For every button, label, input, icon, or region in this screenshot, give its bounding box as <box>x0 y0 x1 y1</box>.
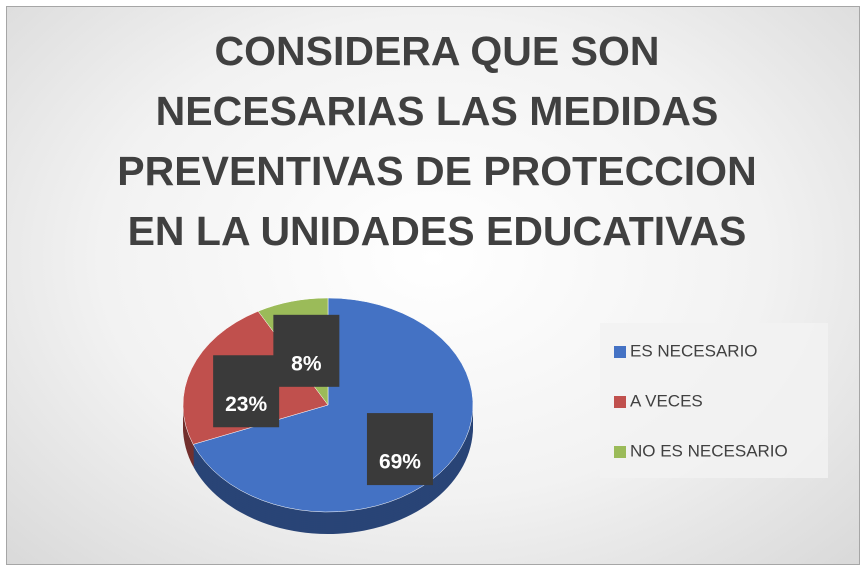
legend-label: A VECES <box>630 391 703 410</box>
legend-label: ES NECESARIO <box>630 341 758 360</box>
data-label-box <box>366 413 433 486</box>
legend-swatch <box>614 346 626 358</box>
legend-swatch <box>614 446 626 458</box>
legend-label: NO ES NECESARIO <box>630 441 788 460</box>
data-label: 69% <box>379 451 421 474</box>
chart-title: CONSIDERA QUE SON NECESARIAS LAS MEDIDAS… <box>117 28 757 254</box>
data-label: 8% <box>291 352 322 375</box>
chart-area: CONSIDERA QUE SON NECESARIAS LAS MEDIDAS… <box>6 6 860 565</box>
data-label: 23% <box>225 393 267 416</box>
legend-swatch <box>614 396 626 408</box>
legend-box <box>600 323 828 478</box>
data-label-box <box>213 355 280 428</box>
data-label-box <box>273 314 340 387</box>
